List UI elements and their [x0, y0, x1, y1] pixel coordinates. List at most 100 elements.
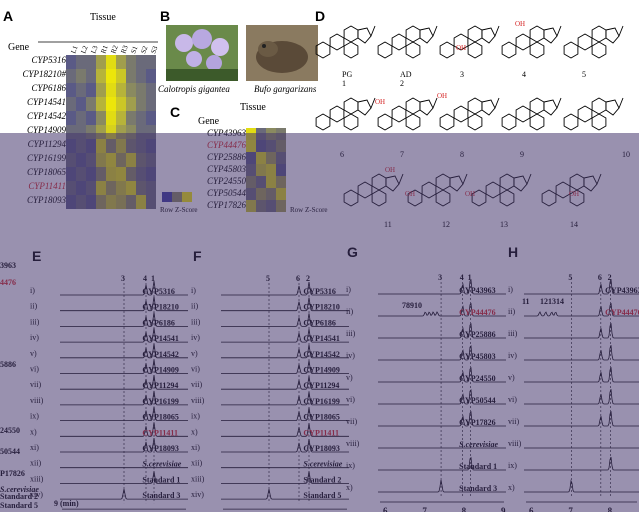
trace-index: iv) — [191, 333, 200, 342]
heat-cell — [106, 153, 116, 167]
trace-name: CYP18093 — [303, 444, 339, 453]
steroid-skeleton — [471, 173, 532, 207]
compound-label: 3 — [460, 70, 464, 79]
peak-label: 5 — [568, 273, 572, 282]
heat-cell — [266, 152, 276, 164]
trace-name: Standard 1 — [142, 475, 180, 484]
fragment-label: 4476 — [0, 278, 16, 287]
compound-label: 8 — [460, 150, 464, 159]
gene-label: CYP11411 — [28, 181, 66, 191]
heat-cell — [66, 125, 76, 139]
axis-tick-label: 6 — [529, 506, 534, 512]
heat-cell — [106, 195, 116, 209]
heat-cell — [66, 139, 76, 153]
trace-index: xiv) — [191, 490, 204, 499]
compound-label: 5 — [582, 70, 586, 79]
heat-cell — [256, 164, 266, 176]
heat-cell — [136, 181, 146, 195]
small-peak-labels: 121314 — [540, 297, 564, 306]
trace-name: CYP43963 — [605, 286, 639, 295]
trace-name: CYP6186 — [303, 318, 335, 327]
heat-cell — [116, 97, 126, 111]
heat-cell — [96, 139, 106, 153]
gene-label: CYP14542 — [26, 111, 66, 121]
heat-cell — [66, 69, 76, 83]
trace-name: CYP18210 — [142, 303, 178, 312]
heat-cell — [96, 111, 106, 125]
heat-cell — [76, 55, 86, 69]
heat-cell — [126, 139, 136, 153]
compound-label: 14 — [570, 220, 578, 229]
heat-cell — [146, 97, 156, 111]
heat-cell — [136, 153, 146, 167]
tissue-label: L2 — [79, 44, 89, 55]
heat-cell — [146, 69, 156, 83]
trace-name: CYP16199 — [142, 397, 178, 406]
steroid-skeleton — [439, 25, 500, 59]
heat-cell — [136, 125, 146, 139]
heat-cell — [86, 181, 96, 195]
heat-cell — [76, 139, 86, 153]
trace-index: ii) — [346, 307, 353, 316]
compound-label: 12 — [442, 220, 450, 229]
steroid-skeleton — [407, 173, 468, 207]
heat-cell — [146, 55, 156, 69]
heat-cell — [106, 55, 116, 69]
trace-name: CYP44476 — [459, 308, 495, 317]
trace-index: i) — [508, 285, 513, 294]
compound-label: 4 — [522, 70, 526, 79]
compound-label: 7 — [400, 150, 404, 159]
gene-label: CYP11294 — [27, 139, 66, 149]
tissue-label: S2 — [139, 45, 149, 55]
heat-cell — [146, 153, 156, 167]
heatmap-c — [246, 128, 286, 212]
trace-name: CYP16199 — [303, 397, 339, 406]
heat-cell — [126, 125, 136, 139]
trace-index: iv) — [508, 351, 517, 360]
heat-cell — [106, 167, 116, 181]
gene-label: CYP6186 — [31, 83, 66, 93]
heat-cell — [126, 195, 136, 209]
heat-cell — [106, 181, 116, 195]
heat-cell — [126, 97, 136, 111]
heat-cell — [276, 140, 286, 152]
compound-label: PG 1 — [342, 70, 353, 88]
heat-cell — [146, 83, 156, 97]
peak-label: 6 — [598, 273, 602, 282]
trace-name: Standard 5 — [303, 491, 341, 500]
trace-index: xi) — [191, 443, 200, 452]
trace-name: CYP14909 — [142, 366, 178, 375]
trace-index: vii) — [191, 380, 202, 389]
trace-name: CYP18065 — [303, 413, 339, 422]
heat-cell — [66, 153, 76, 167]
heat-cell — [276, 188, 286, 200]
heat-cell — [86, 97, 96, 111]
trace-index: iii) — [191, 317, 201, 326]
trace-name: CYP14542 — [142, 350, 178, 359]
trace-name: CYP50544 — [459, 396, 495, 405]
heat-cell — [136, 195, 146, 209]
trace-name: CYP6186 — [142, 318, 174, 327]
species-name-1: Calotropis gigantea — [158, 84, 230, 94]
heat-cell — [116, 83, 126, 97]
heat-cell — [96, 55, 106, 69]
trace-name: CYP11294 — [142, 381, 178, 390]
tissue-label: R2 — [109, 44, 119, 55]
heat-cell — [86, 153, 96, 167]
heat-cell — [106, 125, 116, 139]
heat-cell — [106, 97, 116, 111]
tissue-label: L3 — [89, 44, 99, 55]
tissue-label: R1 — [99, 44, 109, 55]
trace-index: ii) — [191, 302, 198, 311]
trace-index: vii) — [508, 417, 519, 426]
trace-index: x) — [346, 483, 353, 492]
trace-index: x) — [191, 427, 198, 436]
trace-index: xi) — [30, 443, 39, 452]
heat-cell — [76, 153, 86, 167]
gene-label: CYP25886 — [206, 152, 246, 162]
heat-cell — [66, 111, 76, 125]
trace-name: Standard 1 — [459, 462, 497, 471]
trace-name: S.cerevisiae — [142, 460, 181, 469]
trace-name: Standard 3 — [142, 491, 180, 500]
heat-cell — [256, 128, 266, 140]
